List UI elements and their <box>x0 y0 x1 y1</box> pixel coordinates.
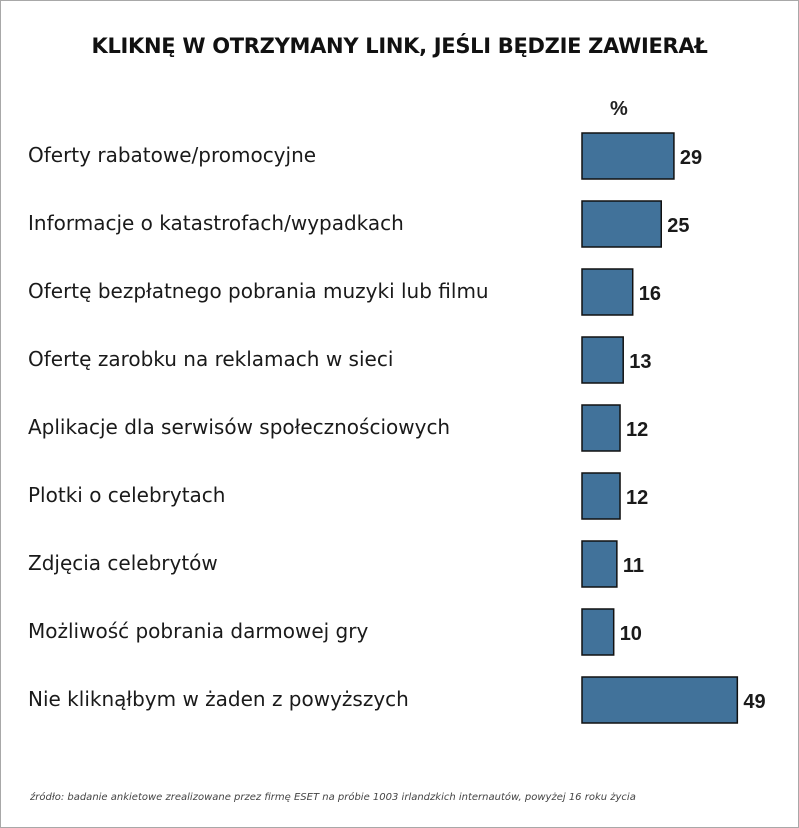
category-label: Zdjęcia celebrytów <box>28 551 218 575</box>
category-label: Ofertę bezpłatnego pobrania muzyki lub f… <box>28 279 489 303</box>
category-label: Aplikacje dla serwisów społecznościowych <box>28 415 450 439</box>
bar <box>581 200 662 248</box>
bar <box>581 472 621 520</box>
category-label: Ofertę zarobku na reklamach w sieci <box>28 347 393 371</box>
category-label: Informacje o katastrofach/wypadkach <box>28 211 404 235</box>
value-label: 10 <box>620 623 642 645</box>
category-label: Nie kliknąłbym w żaden z powyższych <box>28 687 409 711</box>
category-label: Plotki o celebrytach <box>28 483 225 507</box>
bar <box>581 404 621 452</box>
category-label: Możliwość pobrania darmowej gry <box>28 619 368 643</box>
unit-label: % <box>610 98 628 120</box>
source-note: źródło: badanie ankietowe zrealizowane p… <box>30 792 636 803</box>
bar <box>581 336 624 384</box>
value-label: 25 <box>667 215 689 237</box>
chart-title: KLIKNĘ W OTRZYMANY LINK, JEŚLI BĘDZIE ZA… <box>91 34 708 58</box>
value-label: 16 <box>639 283 661 305</box>
value-label: 12 <box>626 487 648 509</box>
value-label: 12 <box>626 419 648 441</box>
category-label: Oferty rabatowe/promocyjne <box>28 143 316 167</box>
bar <box>581 268 634 316</box>
value-label: 29 <box>680 147 702 169</box>
bar <box>581 132 675 180</box>
value-label: 11 <box>623 555 644 577</box>
bar <box>581 540 618 588</box>
bar <box>581 676 739 724</box>
bar <box>581 608 615 656</box>
value-label: 13 <box>629 351 651 373</box>
value-label: 49 <box>743 691 765 713</box>
